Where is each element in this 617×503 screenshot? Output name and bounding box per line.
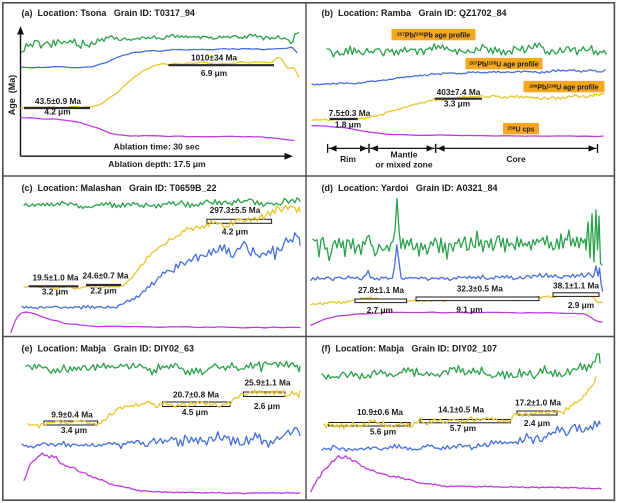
svg-text:3.2 μm: 3.2 μm (42, 287, 68, 297)
svg-text:Ablation time: 30 sec: Ablation time: 30 sec (114, 142, 200, 152)
svg-text:(a) Location: Tsona Grain I: (a) Location: Tsona Grain ID: T0317_94 (22, 8, 195, 18)
svg-text:3.4 μm: 3.4 μm (61, 425, 87, 435)
svg-text:1.8 μm: 1.8 μm (335, 120, 361, 130)
svg-text:19.5±1.0 Ma: 19.5±1.0 Ma (32, 273, 78, 283)
svg-text:10.9±0.6 Ma: 10.9±0.6 Ma (357, 407, 403, 417)
svg-text:27.8±1.1 Ma: 27.8±1.1 Ma (358, 285, 404, 295)
svg-text:4.5 μm: 4.5 μm (182, 407, 208, 417)
svg-text:2.2 μm: 2.2 μm (90, 285, 116, 295)
svg-text:Age (Ma): Age (Ma) (7, 75, 17, 116)
svg-text:2.4 μm: 2.4 μm (524, 418, 550, 428)
svg-text:14.1±0.5 Ma: 14.1±0.5 Ma (438, 405, 484, 415)
svg-text:207Pb/235U age profile: 207Pb/235U age profile (469, 61, 538, 69)
svg-text:25.9±1.1 Ma: 25.9±1.1 Ma (244, 378, 290, 388)
svg-text:Core: Core (506, 154, 526, 164)
svg-text:32.3±0.5 Ma: 32.3±0.5 Ma (457, 284, 503, 294)
svg-text:403±7.4 Ma: 403±7.4 Ma (437, 87, 481, 97)
svg-text:2.6 μm: 2.6 μm (254, 401, 280, 411)
svg-text:4.2 μm: 4.2 μm (44, 107, 70, 117)
svg-text:Rim: Rim (340, 154, 356, 164)
svg-text:Mantle: Mantle (391, 150, 418, 160)
svg-text:9.9±0.4 Ma: 9.9±0.4 Ma (51, 409, 93, 419)
svg-text:206Pb/238U age profile: 206Pb/238U age profile (529, 84, 598, 92)
svg-text:6.9 μm: 6.9 μm (201, 68, 227, 78)
svg-text:5.7 μm: 5.7 μm (450, 423, 476, 433)
svg-text:or mixed zone: or mixed zone (375, 160, 432, 170)
svg-text:2.9 μm: 2.9 μm (568, 300, 594, 310)
svg-text:3.3 μm: 3.3 μm (444, 99, 470, 109)
svg-text:238U cps: 238U cps (507, 126, 534, 134)
svg-text:(c) Location: Malashan Grai: (c) Location: Malashan Grain ID: T0659B_… (22, 183, 217, 193)
svg-text:4.2 μm: 4.2 μm (222, 227, 248, 237)
svg-text:(e) Location: Mabja Grain I: (e) Location: Mabja Grain ID: DIY02_63 (22, 344, 195, 354)
svg-text:207Pb/206Pb age profile: 207Pb/206Pb age profile (397, 32, 470, 40)
svg-text:Ablation depth: 17.5 μm: Ablation depth: 17.5 μm (108, 159, 206, 169)
svg-text:2.7 μm: 2.7 μm (367, 305, 393, 315)
svg-text:7.5±0.3 Ma: 7.5±0.3 Ma (329, 108, 371, 118)
svg-text:(b) Location: Ramba Grain I: (b) Location: Ramba Grain ID: QZ1702_84 (322, 8, 507, 18)
svg-text:17.2±1.0 Ma: 17.2±1.0 Ma (515, 398, 561, 408)
svg-text:38.1±1.1 Ma: 38.1±1.1 Ma (553, 281, 599, 291)
svg-text:20.7±0.8 Ma: 20.7±0.8 Ma (173, 390, 219, 400)
svg-text:(f) Location: Mabja Grain I: (f) Location: Mabja Grain ID: DIY02_107 (322, 344, 498, 354)
svg-text:9.1 μm: 9.1 μm (456, 305, 482, 315)
svg-text:297.3±5.5 Ma: 297.3±5.5 Ma (210, 205, 261, 215)
svg-text:1010±34 Ma: 1010±34 Ma (191, 53, 237, 63)
svg-text:24.6±0.7 Ma: 24.6±0.7 Ma (82, 271, 128, 281)
svg-text:5.6 μm: 5.6 μm (370, 427, 396, 437)
svg-text:43.5±0.9 Ma: 43.5±0.9 Ma (35, 96, 81, 106)
svg-text:(d) Location: Yardoi Grain: (d) Location: Yardoi Grain ID: A0321_84 (322, 183, 498, 193)
